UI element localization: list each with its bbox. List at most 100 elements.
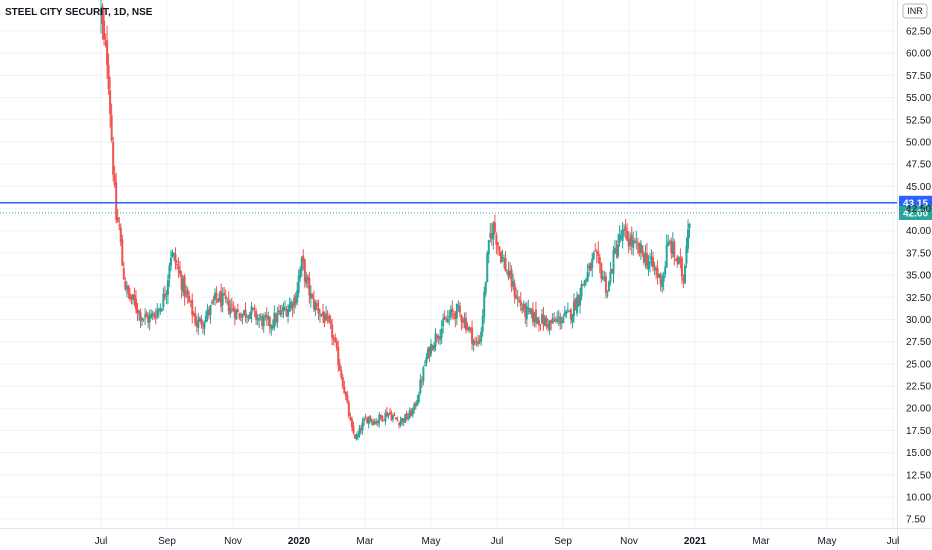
candle-58: [188, 291, 191, 303]
candle-174: [364, 413, 367, 420]
candle-body: [583, 280, 586, 286]
candle-122: [285, 305, 288, 318]
candle-body: [553, 319, 556, 322]
candle-body: [401, 417, 404, 422]
candle-253: [484, 281, 487, 297]
candle-259: [493, 214, 496, 235]
candle-body: [439, 336, 442, 340]
y-tick-label: 12.50: [906, 470, 931, 481]
candle-body: [226, 298, 229, 300]
y-tick-label: 45.00: [906, 182, 931, 193]
candle-body: [676, 257, 679, 264]
candle-body: [145, 312, 148, 318]
candle-body: [364, 418, 367, 420]
candle-body: [463, 318, 466, 323]
candle-body: [211, 301, 214, 304]
candle-14: [121, 234, 124, 266]
candle-body: [673, 241, 676, 257]
candle-body: [122, 268, 125, 280]
candle-body: [668, 242, 671, 244]
candle-185: [381, 415, 384, 423]
candle-body: [569, 309, 572, 320]
candle-251: [481, 309, 484, 337]
candle-body: [683, 265, 686, 284]
candle-255: [487, 239, 490, 264]
candle-372: [665, 234, 668, 268]
candle-288: [537, 316, 540, 332]
price-axis[interactable]: 62.50 60.00 57.50 55.00 52.50 50.00 47.50 45.00…: [897, 0, 932, 550]
candle-body: [182, 279, 185, 293]
candle-47: [171, 249, 174, 258]
candle-66: [200, 314, 203, 329]
candle-51: [177, 257, 180, 279]
candle-body: [501, 257, 504, 260]
candle-body: [379, 414, 382, 418]
time-axis[interactable]: Jul Sep Nov 2020 Mar May Jul Sep Nov 2021 Mar May Ju…: [0, 528, 932, 548]
candle-body: [252, 308, 255, 310]
candle-328: [598, 254, 601, 274]
candle-290: [541, 308, 544, 324]
candle-body: [338, 364, 341, 371]
candle-body: [510, 269, 513, 287]
candle-120: [282, 302, 285, 318]
candle-body: [595, 251, 598, 253]
candle-208: [416, 394, 419, 407]
currency-label[interactable]: INR: [902, 3, 928, 19]
candle-86: [230, 297, 233, 313]
candle-125: [290, 298, 293, 311]
candle-347: [627, 231, 630, 254]
candle-body: [449, 309, 452, 318]
candle-body: [455, 303, 458, 319]
candle-body: [426, 348, 429, 359]
candle-92: [239, 312, 242, 322]
candle-22: [133, 287, 136, 307]
candle-310: [571, 314, 574, 329]
candle-body: [325, 313, 328, 321]
candle-127: [293, 294, 296, 314]
candle-body: [548, 321, 551, 331]
candle-body: [198, 317, 201, 322]
x-tick-label: Mar: [356, 536, 374, 547]
candle-130: [297, 269, 300, 298]
candle-body: [633, 240, 636, 242]
candle-body: [659, 275, 662, 285]
candle-261: [496, 241, 499, 256]
candle-3: [104, 33, 107, 48]
candle-128: [294, 292, 297, 309]
candle-body: [372, 421, 375, 425]
candle-365: [655, 265, 658, 280]
candle-body: [113, 175, 116, 186]
candle-345: [624, 218, 627, 240]
y-tick-label: 40.00: [906, 226, 931, 237]
candle-body: [499, 251, 502, 263]
candle-349: [630, 226, 633, 255]
candle-body: [454, 312, 457, 319]
candle-body: [369, 415, 372, 421]
candle-body: [127, 285, 130, 294]
candle-213: [423, 360, 426, 367]
candle-87: [232, 301, 235, 312]
candle-body: [215, 292, 218, 297]
candle-body: [382, 419, 385, 421]
candle-body: [492, 223, 495, 240]
candle-188: [385, 407, 388, 418]
candle-body: [183, 276, 186, 297]
candle-body: [469, 327, 472, 329]
candle-body: [133, 294, 136, 301]
candle-body: [615, 247, 618, 255]
candle-body: [284, 308, 287, 310]
candle-368: [659, 272, 662, 292]
candle-body: [285, 309, 288, 317]
candle-body: [236, 309, 239, 313]
candle-body: [235, 309, 238, 320]
candle-body: [623, 229, 626, 231]
candle-119: [280, 304, 283, 318]
candle-body: [603, 276, 606, 278]
candle-body: [270, 325, 273, 329]
candle-249: [478, 335, 481, 345]
candle-91: [238, 312, 241, 320]
candle-178: [370, 418, 373, 426]
candle-body: [481, 316, 484, 332]
candle-276: [519, 291, 522, 312]
